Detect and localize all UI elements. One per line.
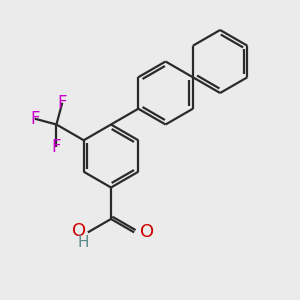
Text: F: F [58,94,67,112]
Text: F: F [52,138,61,156]
Text: F: F [30,110,40,128]
Text: H: H [78,236,89,250]
Text: O: O [140,224,154,242]
Text: O: O [72,222,86,240]
